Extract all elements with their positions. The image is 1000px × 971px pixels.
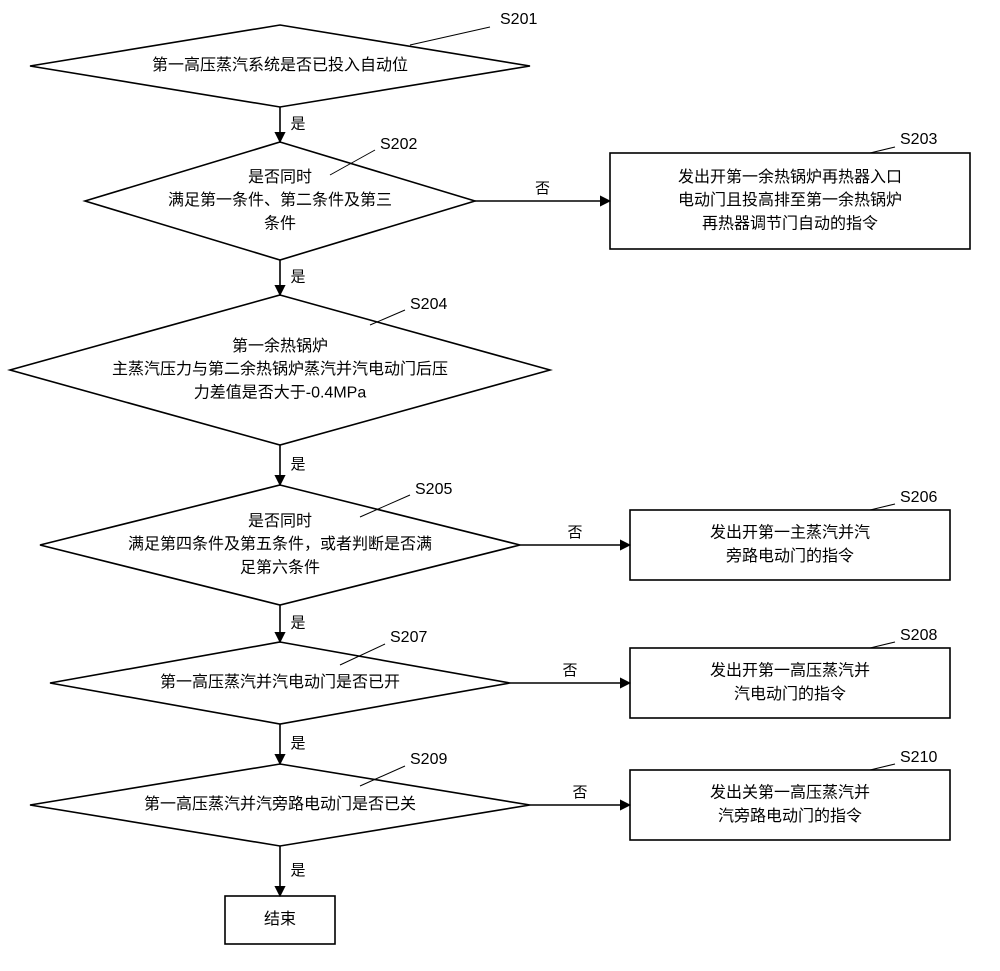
edge-label: 是 (290, 456, 305, 473)
node-text: 是否同时 (248, 168, 312, 186)
step-leader (370, 310, 405, 325)
node-text: 发出开第一高压蒸汽并 (710, 662, 870, 680)
edge-label: 否 (535, 180, 550, 197)
step-label: S205 (415, 481, 452, 498)
step-leader (330, 150, 375, 175)
step-label: S209 (410, 751, 447, 768)
node-text: 第一高压蒸汽并汽电动门是否已开 (160, 673, 400, 691)
node-text: 足第六条件 (240, 558, 320, 576)
edge-label: 是 (290, 268, 305, 285)
edge-label: 否 (567, 524, 582, 541)
edge-label: 否 (562, 662, 577, 679)
step-leader (870, 147, 895, 153)
step-label: S204 (410, 296, 447, 313)
node-text: 第一余热锅炉 (232, 336, 328, 355)
step-leader (870, 504, 895, 510)
node-text: 汽电动门的指令 (734, 685, 846, 703)
step-leader (410, 27, 490, 45)
node-text: 再热器调节门自动的指令 (702, 214, 878, 232)
node-text: 满足第一条件、第二条件及第三 (168, 191, 392, 209)
process-r8 (630, 648, 950, 718)
edge-label: 否 (572, 784, 587, 801)
flowchart-canvas: 第一高压蒸汽系统是否已投入自动位是否同时满足第一条件、第二条件及第三条件发出开第… (0, 0, 1000, 971)
node-text: 结束 (264, 910, 296, 928)
step-label: S208 (900, 627, 937, 644)
node-text: 条件 (264, 214, 296, 232)
node-text: 发出关第一高压蒸汽并 (710, 784, 870, 802)
node-text: 力差值是否大于-0.4MPa (194, 383, 367, 401)
node-text: 第一高压蒸汽系统是否已投入自动位 (152, 56, 408, 74)
edge-label: 是 (290, 614, 305, 631)
node-text: 发出开第一主蒸汽并汽 (710, 524, 870, 542)
step-label: S202 (380, 136, 417, 153)
node-text: 电动门且投高排至第一余热锅炉 (678, 190, 902, 209)
node-text: 主蒸汽压力与第二余热锅炉蒸汽并汽电动门后压 (112, 359, 448, 378)
step-label: S207 (390, 629, 427, 646)
edge-label: 是 (290, 862, 305, 879)
process-r6 (630, 510, 950, 580)
step-leader (360, 495, 410, 517)
node-text: 发出开第一余热锅炉再热器入口 (678, 167, 902, 186)
step-label: S206 (900, 489, 937, 506)
node-text: 满足第四条件及第五条件，或者判断是否满 (128, 535, 432, 553)
node-text: 第一高压蒸汽并汽旁路电动门是否已关 (144, 795, 416, 813)
edge-label: 是 (290, 735, 305, 752)
step-label: S201 (500, 11, 537, 28)
node-text: 汽旁路电动门的指令 (718, 807, 862, 825)
step-leader (870, 642, 895, 648)
node-text: 是否同时 (248, 512, 312, 530)
step-label: S203 (900, 131, 937, 148)
step-leader (870, 764, 895, 770)
process-r10 (630, 770, 950, 840)
edge-label: 是 (290, 115, 305, 132)
step-label: S210 (900, 749, 937, 766)
node-text: 旁路电动门的指令 (726, 547, 854, 565)
